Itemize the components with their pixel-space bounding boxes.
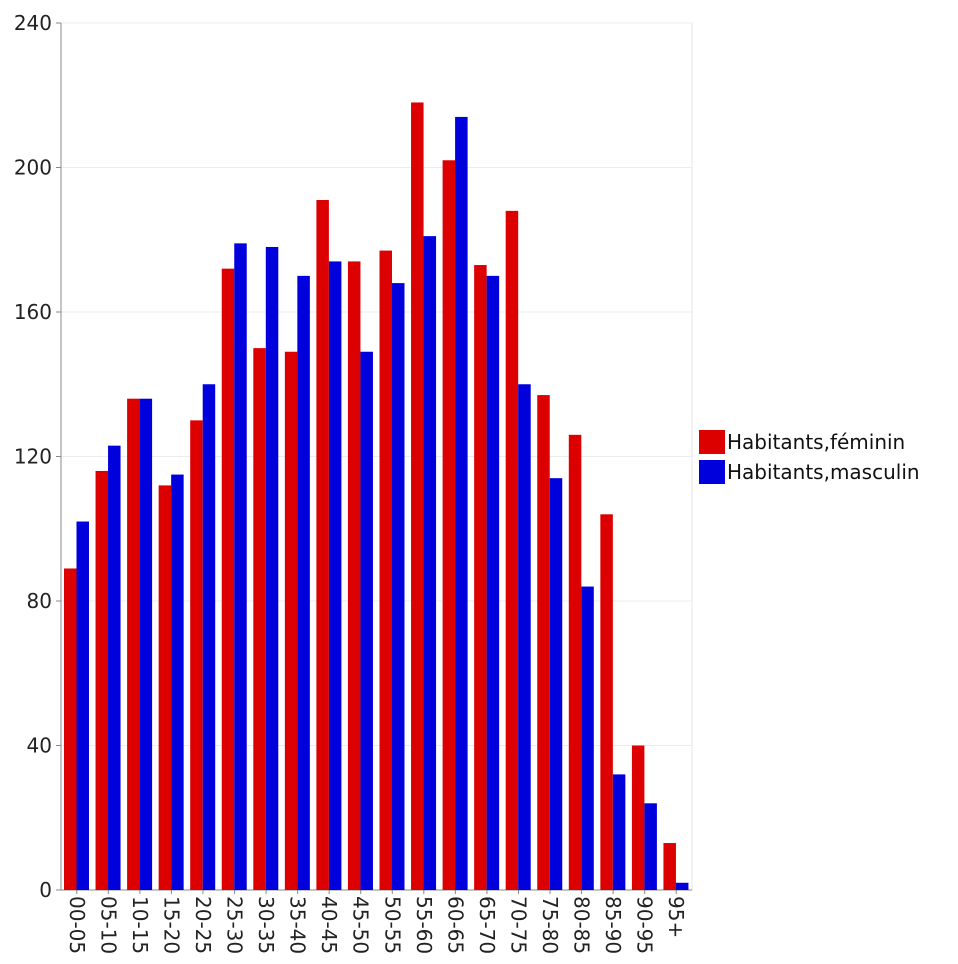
- x-tick-label-90-95: 90-95: [633, 896, 657, 954]
- bar-masculin-60-65: [455, 116, 468, 891]
- y-tick-label-200: 200: [14, 156, 52, 180]
- bar-feminin-60-65: [442, 160, 456, 890]
- y-tick-labels: 0 40 80 120 160 200 240: [14, 11, 52, 902]
- y-tick-label-240: 240: [14, 11, 52, 35]
- x-tick-label-80-85: 80-85: [570, 896, 594, 954]
- y-tick-label-120: 120: [14, 445, 52, 469]
- bar-masculin-15-20: [171, 474, 184, 890]
- legend-swatch-masculin: [699, 460, 725, 484]
- legend-item-masculin: Habitants,masculin: [699, 457, 920, 487]
- x-tick-label-10-15: 10-15: [128, 896, 152, 954]
- x-tick-label-65-70: 65-70: [475, 896, 499, 954]
- grid-lines: [60, 22, 693, 891]
- bar-feminin-80-85: [568, 434, 582, 890]
- bar-feminin-00-05: [64, 568, 77, 890]
- bar-feminin-85-90: [600, 514, 613, 890]
- legend-label-feminin: Habitants,féminin: [727, 430, 906, 454]
- bar-feminin-15-20: [158, 485, 172, 890]
- bar-masculin-95plus: [675, 882, 689, 890]
- bar-masculin-20-25: [202, 384, 216, 890]
- bar-feminin-95plus: [663, 843, 676, 890]
- bar-feminin-55-60: [411, 102, 424, 891]
- bar-feminin-30-35: [253, 348, 266, 890]
- y-tick-label-160: 160: [14, 300, 52, 324]
- x-tick-label-75-80: 75-80: [538, 896, 562, 954]
- y-tick-label-80: 80: [27, 589, 52, 613]
- bar-masculin-00-05: [76, 521, 89, 890]
- legend-label-masculin: Habitants,masculin: [727, 460, 920, 484]
- bar-masculin-25-30: [234, 243, 247, 891]
- bar-masculin-90-95: [644, 803, 657, 890]
- y-tick-label-40: 40: [27, 734, 52, 758]
- bar-masculin-70-75: [518, 384, 531, 890]
- x-tick-label-45-50: 45-50: [349, 896, 373, 954]
- bar-feminin-90-95: [631, 745, 645, 890]
- x-tick-label-70-75: 70-75: [506, 896, 530, 954]
- bar-feminin-45-50: [347, 261, 361, 890]
- x-tick-label-40-45: 40-45: [317, 896, 341, 954]
- bar-masculin-10-15: [139, 398, 153, 890]
- bar-feminin-50-55: [379, 250, 392, 890]
- x-tick-labels: 00-05 05-10 10-15 15-20 20-25 25-30 30-35 35-40…: [65, 896, 688, 954]
- bar-masculin-05-10: [108, 445, 121, 890]
- bar-masculin-55-60: [423, 236, 437, 890]
- bar-feminin-70-75: [505, 210, 519, 891]
- x-tick-label-30-35: 30-35: [254, 896, 278, 954]
- x-tick-label-60-65: 60-65: [443, 896, 467, 954]
- bar-feminin-75-80: [537, 395, 550, 890]
- legend: Habitants,féminin Habitants,masculin: [699, 427, 920, 487]
- bar-masculin-35-40: [297, 275, 310, 890]
- bar-feminin-20-25: [190, 420, 203, 890]
- x-tick-label-00-05: 00-05: [65, 896, 89, 954]
- bar-feminin-65-70: [474, 265, 487, 891]
- x-tick-label-15-20: 15-20: [159, 896, 183, 954]
- bar-feminin-25-30: [221, 268, 235, 890]
- bar-masculin-85-90: [612, 774, 626, 890]
- bar-feminin-35-40: [284, 351, 298, 890]
- legend-item-feminin: Habitants,féminin: [699, 427, 920, 457]
- x-tick-label-50-55: 50-55: [380, 896, 404, 954]
- x-tick-label-25-30: 25-30: [223, 896, 247, 954]
- bar-masculin-45-50: [360, 351, 373, 890]
- x-tick-label-20-25: 20-25: [191, 896, 215, 954]
- x-tick-label-55-60: 55-60: [412, 896, 436, 954]
- bar-feminin-40-45: [316, 200, 329, 890]
- bar-masculin-50-55: [392, 283, 405, 891]
- bar-masculin-80-85: [581, 586, 594, 890]
- bar-masculin-65-70: [486, 275, 500, 890]
- x-tick-label-85-90: 85-90: [601, 896, 625, 954]
- bar-masculin-75-80: [549, 478, 563, 890]
- bar-feminin-05-10: [95, 470, 109, 890]
- legend-swatch-feminin: [699, 430, 725, 454]
- x-tick-label-05-10: 05-10: [96, 896, 120, 954]
- y-tick-label-0: 0: [39, 878, 52, 902]
- x-tick-label-95plus: 95+: [664, 896, 688, 938]
- bar-feminin-10-15: [127, 398, 140, 890]
- bar-masculin-30-35: [265, 246, 279, 891]
- x-tick-label-35-40: 35-40: [286, 896, 310, 954]
- bar-masculin-40-45: [328, 261, 342, 890]
- bars: [64, 102, 689, 891]
